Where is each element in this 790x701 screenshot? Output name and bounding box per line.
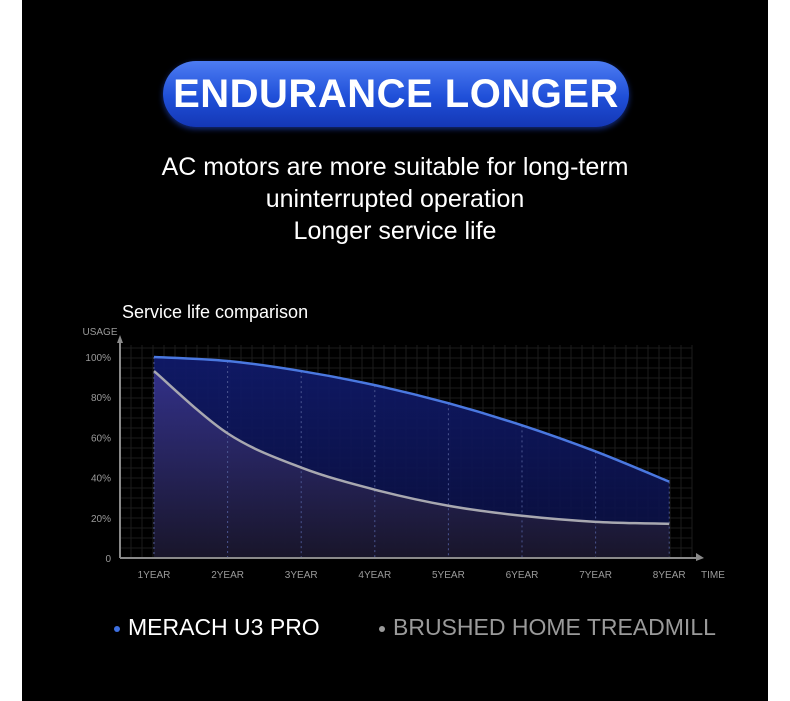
x-tick-label: 4YEAR (358, 570, 391, 581)
legend-dot-icon (114, 625, 120, 632)
y-tick-label: 40% (91, 474, 111, 485)
y-tick-label: 0 (105, 554, 111, 565)
legend-item-brushed: BRUSHED HOME TREADMILL (379, 614, 716, 641)
x-tick-label: 2YEAR (211, 570, 244, 581)
x-axis-label: TIME (701, 570, 725, 581)
x-tick-label: 1YEAR (138, 570, 171, 581)
y-tick-label: 80% (91, 393, 111, 404)
y-tick-label: 100% (85, 353, 111, 364)
y-axis-label: USAGE (82, 327, 117, 338)
legend-label: MERACH U3 PRO (128, 614, 320, 640)
page-title: ENDURANCE LONGER (173, 71, 619, 116)
series-line-0 (153, 355, 670, 483)
x-tick-label: 5YEAR (432, 570, 465, 581)
legend-item-merach: MERACH U3 PRO (114, 614, 320, 641)
x-tick-label: 8YEAR (653, 570, 686, 581)
y-tick-label: 60% (91, 433, 111, 444)
x-tick-label: 3YEAR (285, 570, 318, 581)
title-badge: ENDURANCE LONGER (163, 61, 629, 127)
subtitle-line-2: uninterrupted operation (265, 185, 525, 213)
y-tick-label: 20% (91, 514, 111, 525)
subtitle-line-1: AC motors are more suitable for long-ter… (161, 153, 629, 181)
series-area-1 (154, 371, 670, 558)
y-axis-arrow-icon (117, 335, 123, 343)
legend-dot-icon (379, 625, 385, 632)
chart-title: Service life comparison (122, 302, 309, 322)
x-tick-label: 7YEAR (579, 570, 612, 581)
legend-label: BRUSHED HOME TREADMILL (393, 614, 716, 640)
x-tick-label: 6YEAR (506, 570, 539, 581)
subtitle-line-3: Longer service life (293, 217, 497, 245)
x-axis-arrow-icon (696, 553, 704, 561)
series-line-1 (153, 370, 670, 526)
